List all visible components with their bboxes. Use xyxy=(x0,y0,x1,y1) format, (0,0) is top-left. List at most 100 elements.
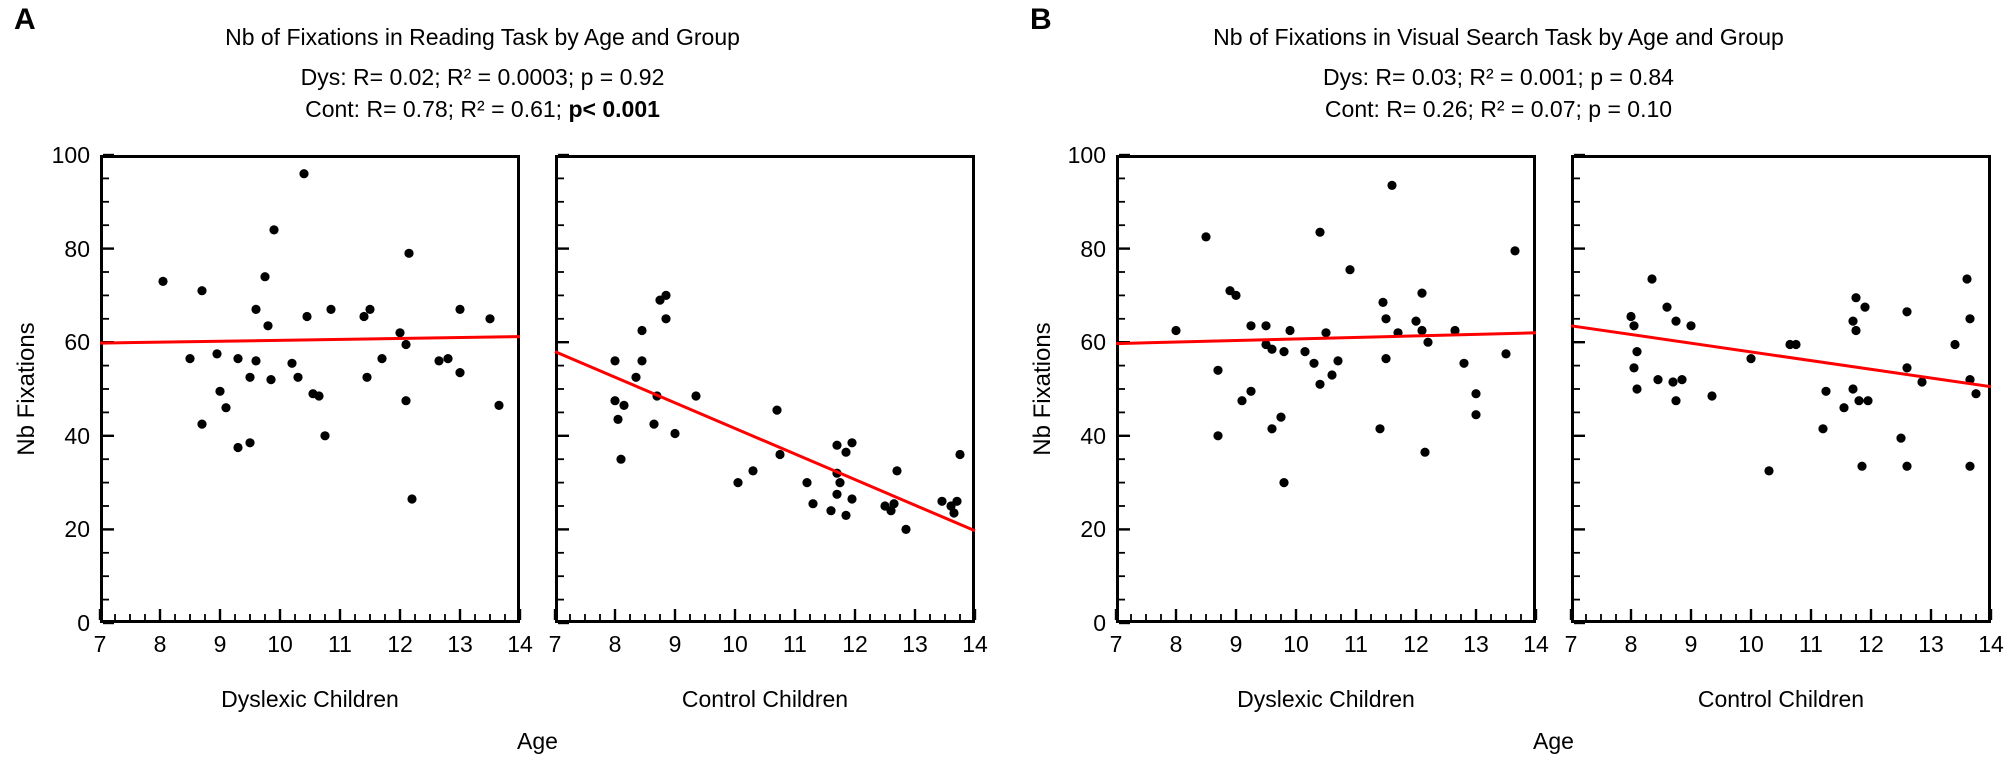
x-tick-label: 13 xyxy=(1918,631,1944,657)
data-point xyxy=(455,368,465,378)
data-point xyxy=(1668,377,1678,387)
data-point xyxy=(637,356,647,366)
regression-line xyxy=(554,350,976,533)
data-point xyxy=(1671,396,1681,406)
panel-a: A Nb of Fixations in Reading Task by Age… xyxy=(0,0,992,764)
scatter-points xyxy=(1171,180,1520,488)
x-axis-title: Age xyxy=(517,728,558,754)
panel-a-title: Nb of Fixations in Reading Task by Age a… xyxy=(225,24,740,50)
data-point xyxy=(1821,386,1831,396)
data-point xyxy=(401,339,411,350)
y-tick-label: 80 xyxy=(1080,235,1106,262)
data-point xyxy=(889,499,899,509)
data-point xyxy=(1213,365,1223,375)
data-point xyxy=(1381,314,1391,324)
x-tick-label: 9 xyxy=(668,631,682,657)
data-point xyxy=(251,304,261,314)
x-tick-label: 8 xyxy=(1624,631,1638,657)
data-point xyxy=(362,372,372,382)
data-point xyxy=(775,449,785,460)
data-point xyxy=(1237,396,1247,406)
x-tick-label: 12 xyxy=(387,631,413,657)
regression-line xyxy=(1570,324,1992,389)
panel-b: B Nb of Fixations in Visual Search Task … xyxy=(1016,0,2008,764)
y-tick-label: 20 xyxy=(64,516,90,543)
data-point xyxy=(299,169,309,179)
data-point xyxy=(221,403,231,413)
data-point xyxy=(613,414,623,424)
data-point xyxy=(1965,461,1975,471)
y-tick-label: 80 xyxy=(64,235,90,262)
regression-line xyxy=(1115,331,1537,346)
data-point xyxy=(1267,424,1277,434)
y-tick-label: 0 xyxy=(1093,610,1106,636)
x-tick-label: 8 xyxy=(608,631,622,657)
data-point xyxy=(1300,347,1310,357)
panel-b-stats-dys: Dys: R= 0.03; R² = 0.001; p = 0.84 xyxy=(1323,64,1674,90)
data-point xyxy=(293,372,303,382)
data-point xyxy=(1902,307,1912,317)
data-point xyxy=(260,272,270,282)
y-tick-label: 100 xyxy=(1067,142,1106,168)
data-point xyxy=(1417,325,1427,336)
data-point xyxy=(302,311,312,322)
y-ticks xyxy=(1119,153,1130,625)
stats-cont-prefix: Cont: R= 0.26; R² = 0.07; xyxy=(1324,96,1589,122)
x-axis-title: Age xyxy=(1533,728,1574,754)
data-point xyxy=(158,276,168,286)
data-point xyxy=(901,524,911,534)
data-point xyxy=(1629,321,1639,331)
data-point xyxy=(1411,316,1421,326)
data-point xyxy=(455,304,465,314)
scatter-plot-dyslexic xyxy=(98,153,522,625)
data-point xyxy=(1971,389,1981,399)
data-point xyxy=(691,391,701,401)
y-tick-label: 0 xyxy=(77,610,90,636)
data-point xyxy=(395,328,405,338)
data-point xyxy=(1848,384,1858,394)
data-point xyxy=(772,405,782,415)
data-point xyxy=(637,325,647,336)
data-point xyxy=(404,248,414,258)
data-point xyxy=(1279,478,1289,488)
data-point xyxy=(1629,363,1639,373)
data-point xyxy=(434,356,444,366)
data-point xyxy=(1653,375,1663,385)
scatter-plot-dyslexic xyxy=(1114,153,1538,625)
data-point xyxy=(1950,339,1960,350)
x-tick-label: 14 xyxy=(507,631,533,657)
panel-a-stats-dys: Dys: R= 0.02; R² = 0.0003; p = 0.92 xyxy=(300,64,665,90)
data-point xyxy=(443,354,453,364)
data-point xyxy=(1267,344,1277,354)
x-tick-label: 11 xyxy=(1344,631,1368,657)
data-point xyxy=(631,372,641,382)
data-point xyxy=(1315,227,1325,237)
x-ticks xyxy=(98,609,522,620)
data-point xyxy=(670,428,680,439)
data-point xyxy=(949,508,959,518)
data-point xyxy=(1333,356,1343,366)
x-ticks xyxy=(1114,609,1538,620)
data-point xyxy=(1315,379,1325,389)
data-point xyxy=(1501,349,1511,359)
x-tick-label: 7 xyxy=(1109,631,1123,657)
data-point xyxy=(251,356,261,366)
data-point xyxy=(326,304,336,314)
x-tick-label: 12 xyxy=(842,631,868,657)
data-point xyxy=(1632,347,1642,357)
data-point xyxy=(832,489,842,499)
data-point xyxy=(1686,321,1696,331)
data-point xyxy=(1510,246,1520,256)
data-point xyxy=(1381,354,1391,364)
panel-a-label: A xyxy=(14,3,36,36)
data-point xyxy=(494,400,504,410)
x-tick-label: 13 xyxy=(1463,631,1489,657)
data-point xyxy=(1848,316,1858,326)
group-label-control: Control Children xyxy=(1697,686,1865,712)
data-point xyxy=(886,506,896,516)
panel-b-title: Nb of Fixations in Visual Search Task by… xyxy=(1213,24,1784,50)
data-point xyxy=(1962,274,1972,284)
x-tick-label: 12 xyxy=(1858,631,1884,657)
data-point xyxy=(1327,370,1337,380)
x-tick-label: 14 xyxy=(1523,631,1549,657)
